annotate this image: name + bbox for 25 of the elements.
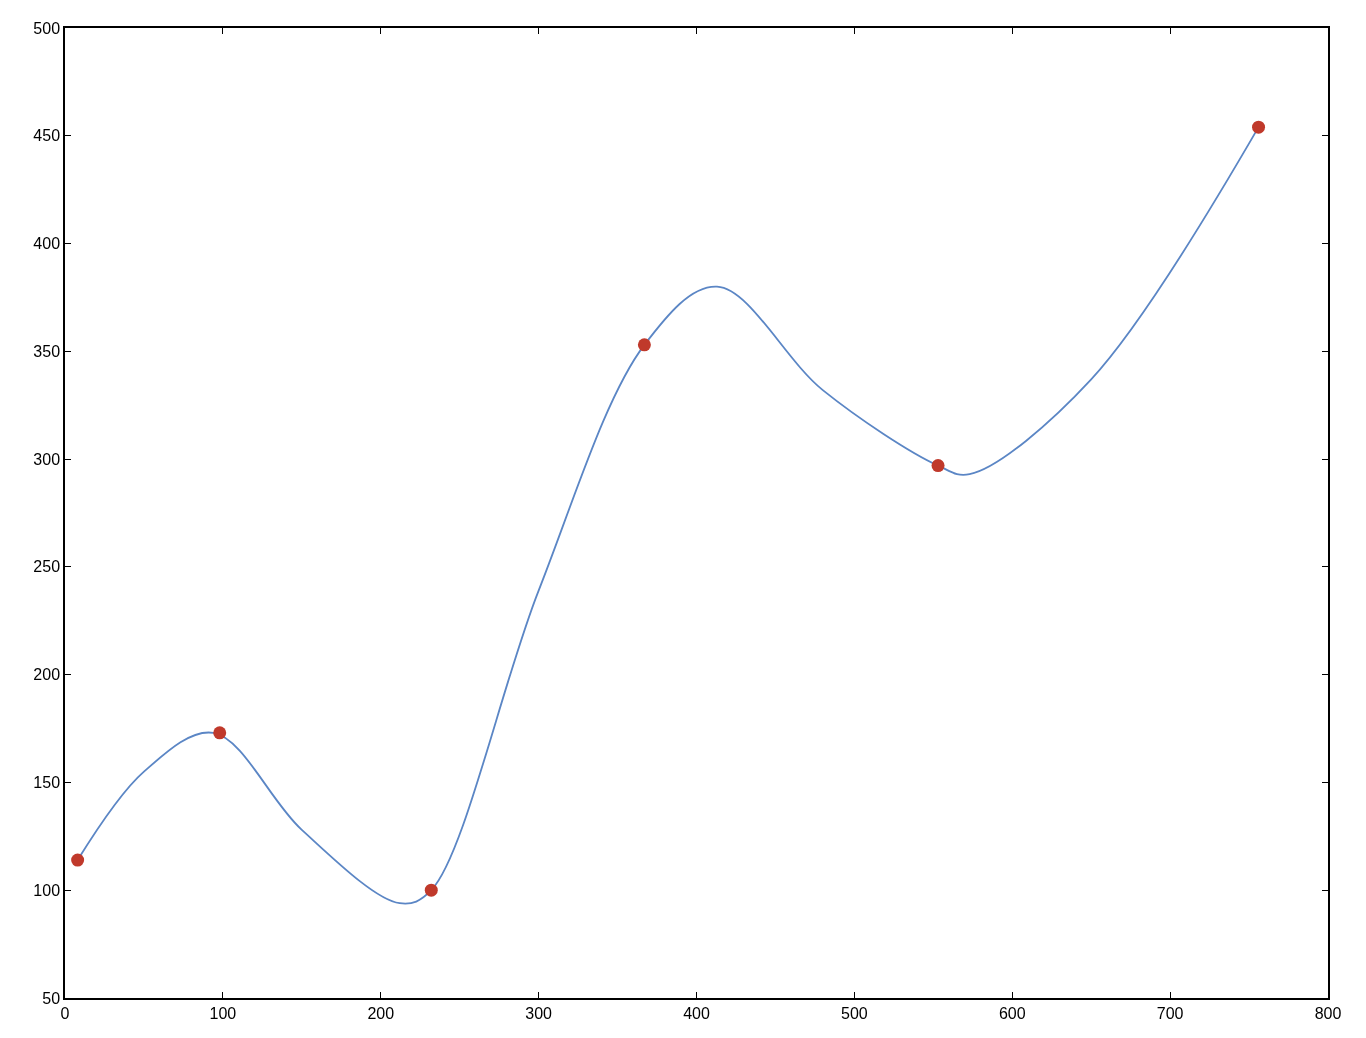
x-tick-label: 700 (1156, 1004, 1184, 1022)
point (71, 853, 85, 867)
x-tick-label: 600 (998, 1004, 1026, 1022)
x-tick-label: 300 (525, 1004, 553, 1022)
y-tick-label: 250 (33, 558, 61, 576)
y-tick-label: 100 (33, 881, 61, 899)
x-tick-label: 200 (367, 1004, 395, 1022)
y-tick-label: 200 (33, 666, 61, 684)
x-tick-label: 500 (841, 1004, 868, 1022)
y-tick-label: 400 (33, 235, 61, 253)
y-tick-label: 350 (33, 342, 61, 360)
x-tick-label: 400 (683, 1004, 710, 1022)
point (424, 883, 438, 897)
x-tick-label: 0 (60, 1004, 70, 1022)
point (931, 459, 945, 473)
point (1252, 120, 1266, 134)
point (637, 338, 651, 352)
y-tick-label: 500 (33, 19, 61, 37)
y-tick-label: 300 (33, 450, 61, 468)
y-tick-label: 450 (33, 127, 61, 145)
x-tick-label: 800 (1314, 1004, 1342, 1022)
y-tick-label: 50 (42, 989, 61, 1007)
point (213, 726, 227, 740)
x-tick-label: 100 (209, 1004, 237, 1022)
y-tick-label: 150 (33, 774, 61, 792)
